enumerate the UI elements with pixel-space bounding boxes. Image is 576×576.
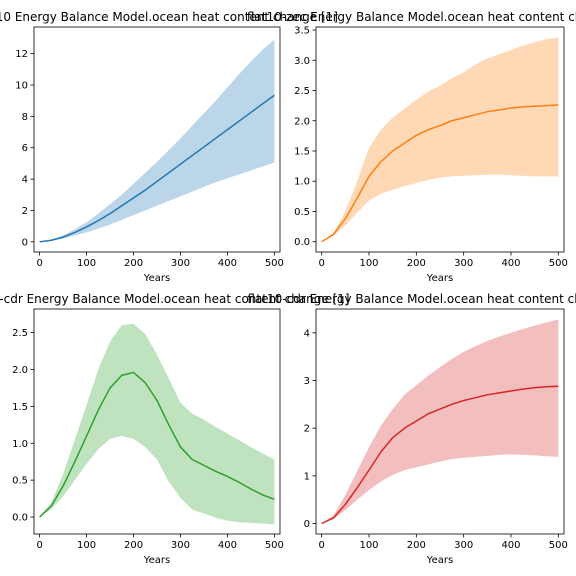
subplot-2-y-tick-label: 0.5 xyxy=(294,207,310,218)
subplot-4-x-tick-label: 0 xyxy=(318,540,324,551)
subplot-1-y-tick-label: 12 xyxy=(15,49,28,60)
subplot-3-x-axis-label: Years xyxy=(143,555,170,566)
subplot-4-x-tick-label: 200 xyxy=(407,540,426,551)
subplot-2-y-tick-label: 3.0 xyxy=(294,56,310,67)
subplot-3-x-tick-label: 500 xyxy=(265,540,284,551)
subplot-4-y-tick-label: 3 xyxy=(304,376,310,387)
subplot-4-uncertainty-band xyxy=(321,319,559,524)
subplot-2-y-tick-label: 3.5 xyxy=(294,26,310,37)
subplot-4-title: flat10-cdr Energy Balance Model.ocean he… xyxy=(247,292,576,306)
subplot-3: flat10-cdr Energy Balance Model.ocean he… xyxy=(0,292,350,566)
subplot-1-x-tick-label: 0 xyxy=(36,258,42,269)
subplot-1-x-tick-label: 100 xyxy=(77,258,96,269)
subplot-3-y-tick-label: 1.5 xyxy=(12,402,28,413)
subplot-3-y-tick-label: 2.5 xyxy=(12,328,28,339)
subplot-4-y-tick-label: 4 xyxy=(304,328,310,339)
subplot-4-y-tick-label: 0 xyxy=(304,519,310,530)
subplot-4-axes-frame xyxy=(315,308,565,535)
subplot-3-y-tick-label: 0.0 xyxy=(12,513,28,524)
subplot-3-axes-frame xyxy=(33,308,281,535)
subplot-2-y-tick-label: 1.5 xyxy=(294,146,310,157)
subplot-1-y-tick-label: 6 xyxy=(22,143,28,154)
subplot-1-y-tick-label: 0 xyxy=(22,237,28,248)
subplot-1-x-tick-label: 200 xyxy=(124,258,143,269)
subplot-4-x-axis-label: Years xyxy=(426,555,453,566)
subplot-1-uncertainty-band xyxy=(39,39,275,242)
subplot-3-y-tick-label: 2.0 xyxy=(12,365,28,376)
subplot-3-mean-line xyxy=(39,371,275,518)
subplot-3-y-tick-label: 1.0 xyxy=(12,439,28,450)
subplot-2-y-tick-label: 1.0 xyxy=(294,177,310,188)
subplot-4-y-tick-label: 2 xyxy=(304,424,310,435)
subplot-1-x-tick-label: 500 xyxy=(265,258,284,269)
subplot-1-y-tick-label: 4 xyxy=(22,175,28,186)
subplot-3-x-tick-label: 400 xyxy=(218,540,237,551)
subplot-1-y-ticks: 0 2 4 6 8 10 12 xyxy=(15,49,34,248)
subplot-4: flat10-cdr Energy Balance Model.ocean he… xyxy=(247,292,576,566)
subplot-3-x-tick-label: 100 xyxy=(77,540,96,551)
subplot-1-x-tick-label: 400 xyxy=(218,258,237,269)
subplot-2-x-tick-label: 400 xyxy=(501,258,520,269)
subplot-3-x-tick-label: 300 xyxy=(171,540,190,551)
subplot-3-x-tick-label: 0 xyxy=(36,540,42,551)
subplot-2-x-axis-label: Years xyxy=(426,273,453,284)
subplot-4-y-ticks: 0 1 2 3 4 xyxy=(304,328,316,530)
subplot-4-x-ticks: 0 100 200 300 400 500 xyxy=(318,534,568,551)
subplot-2-y-ticks: 0.0 0.5 1.0 1.5 2.0 2.5 3.0 3.5 xyxy=(294,26,316,248)
subplot-2-title: flat10-zec Energy Balance Model.ocean he… xyxy=(247,10,576,24)
subplot-2-mean-line xyxy=(321,104,559,243)
subplot-4-y-tick-label: 1 xyxy=(304,471,310,482)
subplot-3-title: flat10-cdr Energy Balance Model.ocean he… xyxy=(0,292,350,306)
subplot-3-uncertainty-band xyxy=(39,323,275,525)
subplot-1-y-tick-label: 10 xyxy=(15,81,28,92)
subplot-2-axes-frame xyxy=(315,26,565,253)
subplot-2-y-tick-label: 0.0 xyxy=(294,237,310,248)
subplot-1: flat10 Energy Balance Model.ocean heat c… xyxy=(0,10,338,284)
subplot-2-y-tick-label: 2.0 xyxy=(294,116,310,127)
subplot-1-y-tick-label: 8 xyxy=(22,112,28,123)
subplot-3-y-ticks: 0.0 0.5 1.0 1.5 2.0 2.5 xyxy=(12,328,34,524)
subplot-4-x-tick-label: 100 xyxy=(359,540,378,551)
subplot-2-x-tick-label: 100 xyxy=(359,258,378,269)
subplot-1-title: flat10 Energy Balance Model.ocean heat c… xyxy=(0,10,338,24)
subplot-3-x-tick-label: 200 xyxy=(124,540,143,551)
subplot-4-x-tick-label: 500 xyxy=(549,540,568,551)
subplot-2-x-tick-label: 500 xyxy=(549,258,568,269)
subplot-2: flat10-zec Energy Balance Model.ocean he… xyxy=(247,10,576,284)
subplot-4-x-tick-label: 300 xyxy=(454,540,473,551)
subplot-1-y-tick-label: 2 xyxy=(22,206,28,217)
subplot-2-x-tick-label: 200 xyxy=(407,258,426,269)
subplot-4-mean-line xyxy=(321,385,559,525)
subplot-2-y-tick-label: 2.5 xyxy=(294,86,310,97)
subplot-1-mean-line xyxy=(39,94,275,243)
subplot-1-x-tick-label: 300 xyxy=(171,258,190,269)
subplot-1-axes-frame xyxy=(33,26,281,253)
subplot-1-x-ticks: 0 100 200 300 400 500 xyxy=(36,252,284,269)
subplot-2-x-ticks: 0 100 200 300 400 500 xyxy=(318,252,568,269)
subplot-2-x-tick-label: 300 xyxy=(454,258,473,269)
subplot-4-x-tick-label: 400 xyxy=(501,540,520,551)
subplot-2-uncertainty-band xyxy=(321,37,559,242)
subplot-2-x-tick-label: 0 xyxy=(318,258,324,269)
subplot-3-x-ticks: 0 100 200 300 400 500 xyxy=(36,534,284,551)
subplot-3-y-tick-label: 0.5 xyxy=(12,476,28,487)
subplot-1-x-axis-label: Years xyxy=(143,273,170,284)
